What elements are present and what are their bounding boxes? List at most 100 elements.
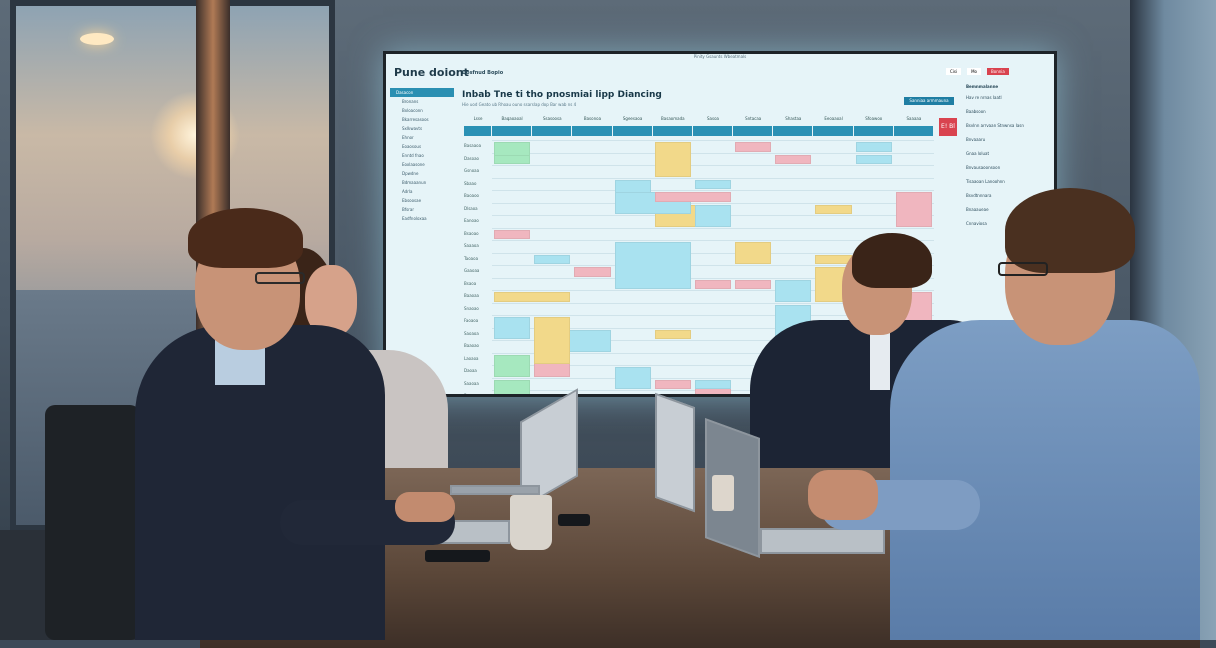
schedule-event[interactable] [494, 292, 571, 302]
right-panel-item[interactable]: Baabsoon [966, 109, 986, 114]
schedule-event[interactable] [855, 142, 892, 152]
column-header-bar [652, 126, 693, 136]
schedule-event[interactable] [534, 254, 571, 264]
sidebar-item[interactable]: Bronans [402, 99, 419, 104]
right-panel-item[interactable]: Bsvlnn arrvaan Stnwnsa Iasn [966, 123, 1024, 128]
right-panel-item[interactable]: Hav re nrnas Iaatl [966, 95, 1002, 100]
header-action[interactable]: Mo [967, 68, 982, 75]
sidebar-item[interactable]: Sxlkwavts [402, 126, 423, 131]
grid-line [492, 352, 934, 354]
sidebar-item[interactable]: Dpwdne [402, 171, 419, 176]
alert-badge[interactable]: E! Bl [939, 118, 957, 136]
schedule-event[interactable] [654, 142, 691, 177]
row-label: Baaoao [464, 343, 479, 348]
schedule-event[interactable] [574, 267, 611, 277]
right-panel: Bemnmalanne Hav re nrnas Iaatl Baabsoon Bs… [966, 84, 1054, 244]
schedule-event[interactable] [815, 204, 852, 214]
grid-line [492, 340, 934, 341]
right-panel-item[interactable]: Gnaa loluat [966, 151, 990, 156]
column-header: Basonoa [583, 116, 602, 121]
sidebar-item[interactable]: Eoaosous [402, 144, 422, 149]
right-panel-item[interactable]: Cnnaviosa [966, 221, 987, 226]
column-header-bar [692, 126, 734, 136]
right-panel-item[interactable]: Bnaaaueae [966, 207, 989, 212]
column-header-bar [733, 126, 774, 136]
schedule-event[interactable] [855, 154, 892, 164]
schedule-event[interactable] [494, 317, 531, 339]
row-label: Baaoaa [464, 293, 479, 298]
row-label: Daoaa [464, 368, 477, 373]
schedule-event[interactable] [494, 154, 531, 164]
column-header: Baqaoaoal [501, 116, 523, 121]
grid-line [492, 252, 934, 254]
row-label: Eanoao [464, 218, 479, 223]
laptop [655, 392, 695, 513]
sidebar-item[interactable]: Ehnor [402, 135, 414, 140]
right-panel-item[interactable]: Tisaaoan Lanoohnn [966, 179, 1005, 184]
row-label: Sbaao [464, 180, 477, 186]
grid-line [492, 377, 934, 379]
column-header: Eeoaaoal [824, 116, 843, 121]
laptop-base [760, 528, 885, 554]
schedule-event[interactable] [494, 229, 531, 239]
schedule-event[interactable] [494, 379, 531, 394]
schedule-event[interactable] [534, 317, 571, 364]
right-panel-item[interactable]: Bsvdtnnnara [966, 193, 992, 198]
column-header: Sgeesaoa [622, 116, 643, 121]
schedule-event[interactable] [694, 279, 732, 289]
coffee-mug [510, 495, 552, 550]
sidebar-item[interactable]: Enntd fnao [402, 153, 424, 158]
schedule-event[interactable] [654, 329, 691, 339]
sidebar-item[interactable]: Adrla [402, 189, 413, 194]
header-action[interactable]: Bonnia [987, 68, 1009, 75]
grid-line [492, 240, 934, 241]
schedule-event[interactable] [735, 142, 772, 152]
schedule-event[interactable] [895, 192, 932, 227]
schedule-event[interactable] [775, 279, 812, 302]
action-button[interactable]: Sanniaa armmauna [904, 97, 954, 105]
right-panel-item[interactable]: Bnvausaoonsoon [966, 165, 1001, 170]
hair [1005, 188, 1135, 273]
sidebar-item[interactable]: Dasacon [390, 88, 454, 97]
column-header-bar [464, 126, 492, 136]
sidebar-item[interactable]: Bkarresasoos [402, 117, 429, 122]
phone [558, 514, 590, 526]
row-label: Gaaoaa [464, 268, 480, 273]
column-header-bar [893, 126, 934, 136]
schedule-event[interactable] [614, 367, 651, 389]
schedule-event[interactable] [654, 192, 732, 202]
schedule-event[interactable] [735, 242, 772, 264]
phone [425, 550, 490, 562]
grid-line [492, 190, 934, 191]
schedule-event[interactable] [694, 204, 732, 227]
sidebar-item[interactable]: Eoxlaasone [402, 162, 425, 167]
column-header-bar [773, 126, 814, 136]
column-header: Ssasoosa [542, 116, 562, 121]
schedule-event[interactable] [694, 179, 732, 189]
grid-line [492, 327, 934, 329]
schedule-event[interactable] [775, 154, 812, 164]
page-title: Inbab Tne ti tho pnosmiai lipp Diancing [462, 90, 662, 100]
sidebar-item[interactable]: Eadfnoloxaa [402, 216, 427, 221]
schedule-event[interactable] [694, 379, 732, 389]
grid-line [492, 177, 934, 179]
schedule-event[interactable] [494, 354, 531, 377]
grid-line [492, 365, 934, 366]
column-header: Sasoa [707, 116, 719, 121]
sidebar-item[interactable]: Ebsoosae [402, 198, 422, 203]
schedule-event[interactable] [735, 279, 772, 289]
schedule-event[interactable] [654, 379, 691, 389]
shirt-collar [870, 330, 890, 390]
header-action[interactable]: Cisi [946, 68, 962, 75]
column-header: Saaaaa [906, 116, 922, 121]
sidebar-item[interactable]: Bdmaaanun [402, 180, 427, 185]
right-panel-item[interactable]: Bnvaaaru [966, 137, 986, 142]
hair [188, 208, 303, 268]
schedule-event[interactable] [614, 242, 691, 289]
screen-topbar: Pinity Gsaunts Wbeatmals [693, 54, 747, 59]
grid-line [492, 202, 934, 204]
app-brand: Pune doiont [394, 66, 469, 79]
row-label: Baoa [464, 393, 475, 397]
sidebar-item[interactable]: Bfsrar [402, 207, 414, 212]
sidebar-item[interactable]: Bxloaconn [402, 108, 423, 113]
